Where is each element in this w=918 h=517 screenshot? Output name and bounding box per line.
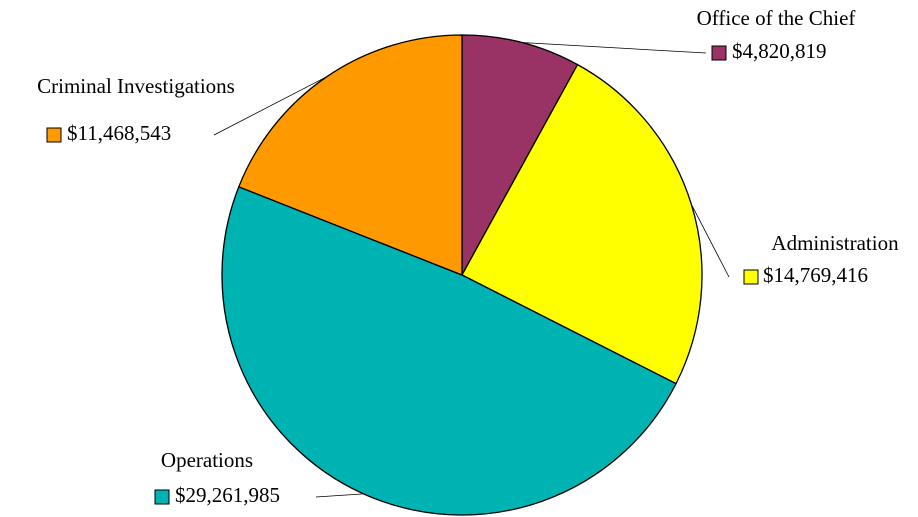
- slice-label: Administration: [771, 231, 899, 255]
- pie-slice: [221, 185, 677, 516]
- slice-label: Criminal Investigations: [37, 74, 235, 98]
- legend-swatch: [46, 127, 62, 143]
- leader-line: [521, 42, 707, 54]
- pie-slice: [237, 34, 463, 276]
- slice-label: Operations: [161, 448, 253, 472]
- value-label: $11,468,543: [67, 121, 171, 145]
- pie-slice: [461, 63, 703, 385]
- legend-swatch: [154, 489, 170, 505]
- slice-label: Office of the Chief: [697, 6, 856, 30]
- value-label: $14,769,416: [763, 263, 868, 287]
- value-label: $29,261,985: [175, 483, 280, 507]
- leader-line: [315, 493, 364, 498]
- legend-swatch: [743, 269, 759, 285]
- leader-line: [690, 204, 730, 278]
- leader-line: [213, 76, 328, 136]
- legend-swatch: [711, 45, 727, 61]
- value-label: $4,820,819: [732, 39, 827, 63]
